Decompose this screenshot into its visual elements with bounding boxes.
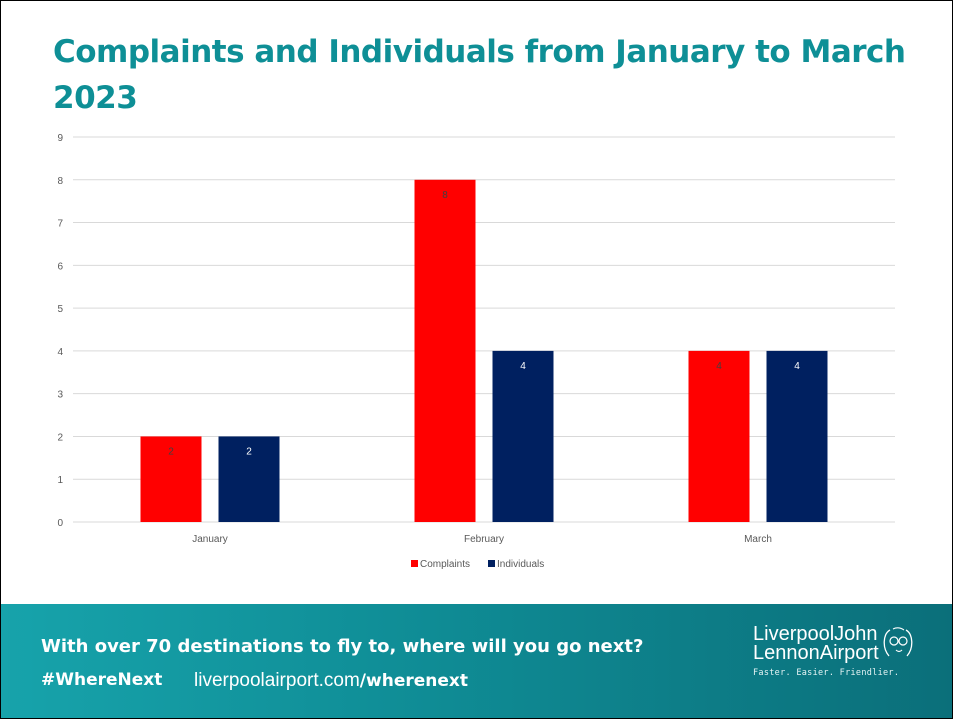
y-axis-ticks: 0 1 2 3 4 5 6 7 8 9 xyxy=(57,133,63,529)
y-tick-label: 6 xyxy=(57,261,63,272)
legend-label-complaints: Complaints xyxy=(420,559,470,570)
y-tick-label: 1 xyxy=(57,475,63,486)
bar-chart: 0 1 2 3 4 5 6 7 8 9 2 2 8 4 4 4 January February March C… xyxy=(57,133,895,570)
bar-complaints-february xyxy=(414,179,476,522)
legend-label-individuals: Individuals xyxy=(497,559,544,570)
legend: Complaints Individuals xyxy=(411,559,544,570)
data-label: 4 xyxy=(794,361,800,372)
x-tick-label: January xyxy=(192,534,228,545)
footer-url[interactable]: liverpoolairport.com/wherenext xyxy=(194,670,468,692)
john-lennon-glasses-icon xyxy=(883,627,913,657)
x-axis-ticks: January February March xyxy=(192,534,772,545)
footer-banner: With over 70 destinations to fly to, whe… xyxy=(1,604,952,718)
logo-line-1: LiverpoolJohn xyxy=(753,623,878,645)
data-label: 8 xyxy=(442,190,448,201)
data-labels: 2 2 8 4 4 4 xyxy=(168,190,800,458)
y-tick-label: 3 xyxy=(57,390,63,401)
gridlines xyxy=(73,136,895,523)
x-tick-label: February xyxy=(464,534,504,545)
y-tick-label: 8 xyxy=(57,176,63,187)
y-tick-label: 0 xyxy=(57,518,63,529)
footer-tagline: With over 70 destinations to fly to, whe… xyxy=(41,636,644,657)
bars xyxy=(140,179,828,522)
logo-slogan: Faster. Easier. Friendlier. xyxy=(753,668,900,678)
data-label: 2 xyxy=(168,446,174,457)
footer-url-path: /wherenext xyxy=(359,671,468,691)
bar-complaints-january xyxy=(140,436,202,522)
x-tick-label: March xyxy=(744,534,772,545)
bar-individuals-january xyxy=(218,436,280,522)
y-tick-label: 7 xyxy=(57,219,63,230)
logo-line-2: LennonAirport xyxy=(753,642,879,664)
footer-url-base: liverpoolairport.com xyxy=(194,670,360,691)
bar-individuals-march xyxy=(766,350,828,522)
y-tick-label: 2 xyxy=(57,432,63,443)
airport-logo: LiverpoolJohn LennonAirport Faster. Easi… xyxy=(753,624,923,694)
data-label: 2 xyxy=(246,446,252,457)
legend-swatch-complaints xyxy=(411,560,418,567)
bar-individuals-february xyxy=(492,350,554,522)
y-tick-label: 4 xyxy=(57,347,63,358)
y-tick-label: 5 xyxy=(57,304,63,315)
footer-hashtag: #WhereNext xyxy=(41,670,163,690)
y-tick-label: 9 xyxy=(57,133,63,144)
legend-swatch-individuals xyxy=(488,560,495,567)
data-label: 4 xyxy=(520,361,526,372)
data-label: 4 xyxy=(716,361,722,372)
bar-complaints-march xyxy=(688,350,750,522)
slide-title: Complaints and Individuals from January … xyxy=(53,34,906,116)
